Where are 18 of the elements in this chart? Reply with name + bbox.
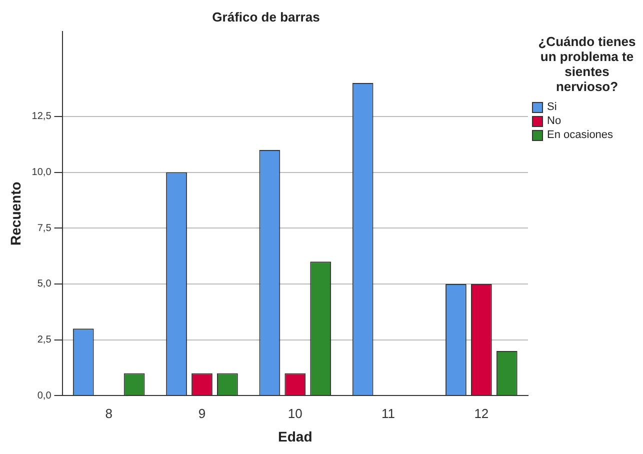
- legend-label: No: [547, 115, 562, 127]
- y-tick-label: 5,0: [37, 278, 52, 290]
- x-axis-title: Edad: [278, 428, 312, 444]
- legend-title: ¿Cuándo tienes un problema te sientes nervioso?: [537, 34, 637, 94]
- y-axis-title: Recuento: [7, 182, 24, 246]
- x-tick-label: 8: [105, 406, 112, 421]
- legend-label: En ocasiones: [547, 129, 614, 141]
- x-tick-label: 10: [288, 406, 302, 421]
- y-tick-label: 12,5: [32, 111, 52, 122]
- x-tick-label: 9: [198, 406, 206, 421]
- y-tick-label: 7,5: [37, 222, 52, 234]
- x-tick-label: 12: [474, 406, 489, 421]
- y-tick-label: 2,5: [37, 334, 52, 346]
- x-tick-label: 11: [382, 406, 396, 421]
- legend-label: Si: [547, 101, 557, 113]
- y-tick-label: 0,0: [37, 390, 52, 402]
- chart-title: Gráfico de barras: [212, 9, 320, 24]
- y-tick-label: 10,0: [32, 167, 52, 178]
